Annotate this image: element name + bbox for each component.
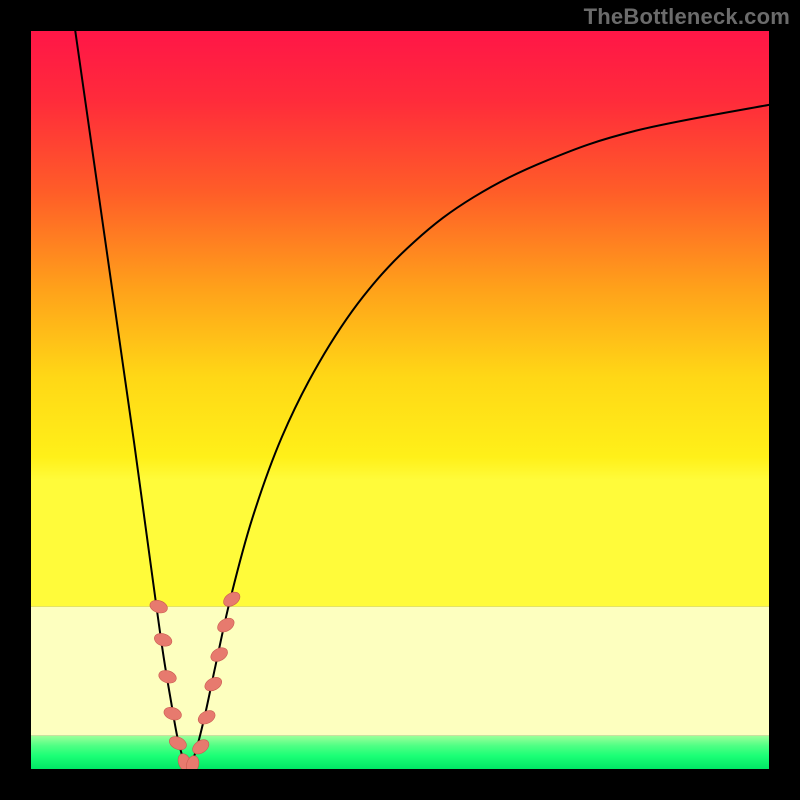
bottleneck-curve-chart bbox=[31, 31, 769, 769]
watermark-text: TheBottleneck.com bbox=[584, 4, 790, 30]
background-layer bbox=[31, 31, 769, 769]
chart-frame: TheBottleneck.com bbox=[0, 0, 800, 800]
plot-area bbox=[31, 31, 769, 769]
